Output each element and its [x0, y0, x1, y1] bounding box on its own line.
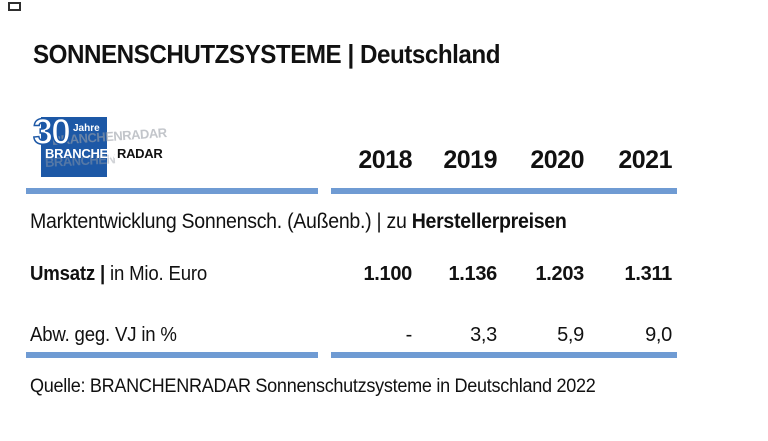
year-header-2: 2019 — [443, 146, 497, 174]
umsatz-value-2019: 1.136 — [448, 263, 497, 285]
abweichung-value-2020: 5,9 — [557, 324, 584, 346]
logo-blue-square — [41, 117, 107, 177]
divider-top-left — [26, 188, 318, 194]
divider-top-right — [331, 188, 677, 194]
abweichung-value-2021: 9,0 — [645, 324, 672, 346]
table-subtitle-regular: Marktentwicklung Sonnensch. (Außenb.) | … — [30, 210, 412, 233]
logo-wordmark-radar: RADAR — [117, 146, 163, 161]
logo-wordmark: BRANCHENRADAR — [45, 146, 163, 161]
logo-wordmark-branchen: BRANCHEN — [45, 146, 117, 161]
umsatz-value-2021: 1.311 — [624, 263, 673, 285]
row-label-abweichung-text: Abw. geg. VJ in % — [30, 324, 177, 346]
branchenradar-logo: BRANCHENRADAR 30 Jahre BRANCHEN BRANCHEN… — [32, 109, 167, 181]
year-header-1: 2018 — [358, 146, 412, 174]
abweichung-value-2019: 3,3 — [470, 324, 497, 346]
year-header-3: 2020 — [530, 146, 584, 174]
table-subtitle: Marktentwicklung Sonnensch. (Außenb.) | … — [30, 210, 567, 233]
source-note: Quelle: BRANCHENRADAR Sonnenschutzsystem… — [30, 376, 596, 397]
row-label-umsatz-bold: Umsatz | — [30, 263, 106, 285]
row-label-abweichung: Abw. geg. VJ in % — [30, 324, 177, 346]
row-label-umsatz-unit: in Mio. Euro — [105, 263, 208, 285]
umsatz-value-2018: 1.100 — [363, 263, 412, 285]
divider-bottom-left — [26, 352, 318, 358]
year-header-4: 2021 — [618, 146, 672, 174]
logo-jahre-label: Jahre — [73, 123, 100, 134]
corner-mark — [8, 2, 21, 11]
logo-30-number: 30 — [32, 111, 72, 152]
page-title: SONNENSCHUTZSYSTEME | Deutschland — [33, 39, 501, 69]
abweichung-value-2018: - — [405, 324, 413, 346]
umsatz-value-2020: 1.203 — [535, 263, 584, 285]
table-subtitle-bold: Herstellerpreisen — [411, 210, 567, 233]
divider-bottom-right — [331, 352, 677, 358]
row-label-umsatz: Umsatz | in Mio. Euro — [30, 263, 207, 285]
